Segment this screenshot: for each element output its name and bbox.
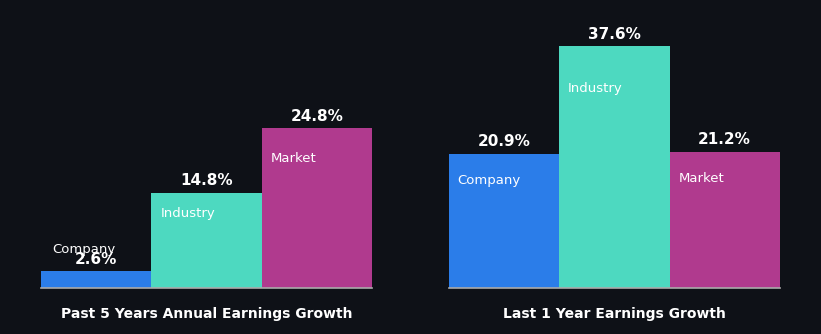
Text: Market: Market bbox=[271, 152, 316, 165]
Bar bbox=[262, 129, 372, 288]
Text: 20.9%: 20.9% bbox=[478, 134, 530, 149]
Text: Company: Company bbox=[53, 243, 116, 257]
Bar bbox=[152, 193, 262, 288]
Text: 24.8%: 24.8% bbox=[291, 109, 343, 124]
Text: 14.8%: 14.8% bbox=[181, 173, 233, 188]
Bar bbox=[41, 271, 152, 288]
Text: Industry: Industry bbox=[160, 207, 215, 220]
Text: Industry: Industry bbox=[568, 82, 623, 96]
Bar bbox=[449, 154, 559, 288]
Text: 21.2%: 21.2% bbox=[698, 132, 751, 147]
Text: Market: Market bbox=[678, 172, 724, 185]
Text: 37.6%: 37.6% bbox=[588, 27, 641, 42]
Text: Past 5 Years Annual Earnings Growth: Past 5 Years Annual Earnings Growth bbox=[61, 307, 352, 321]
Bar bbox=[669, 152, 780, 288]
Text: Last 1 Year Earnings Growth: Last 1 Year Earnings Growth bbox=[503, 307, 726, 321]
Bar bbox=[559, 46, 669, 288]
Text: 2.6%: 2.6% bbox=[76, 252, 117, 267]
Text: Company: Company bbox=[457, 174, 521, 187]
